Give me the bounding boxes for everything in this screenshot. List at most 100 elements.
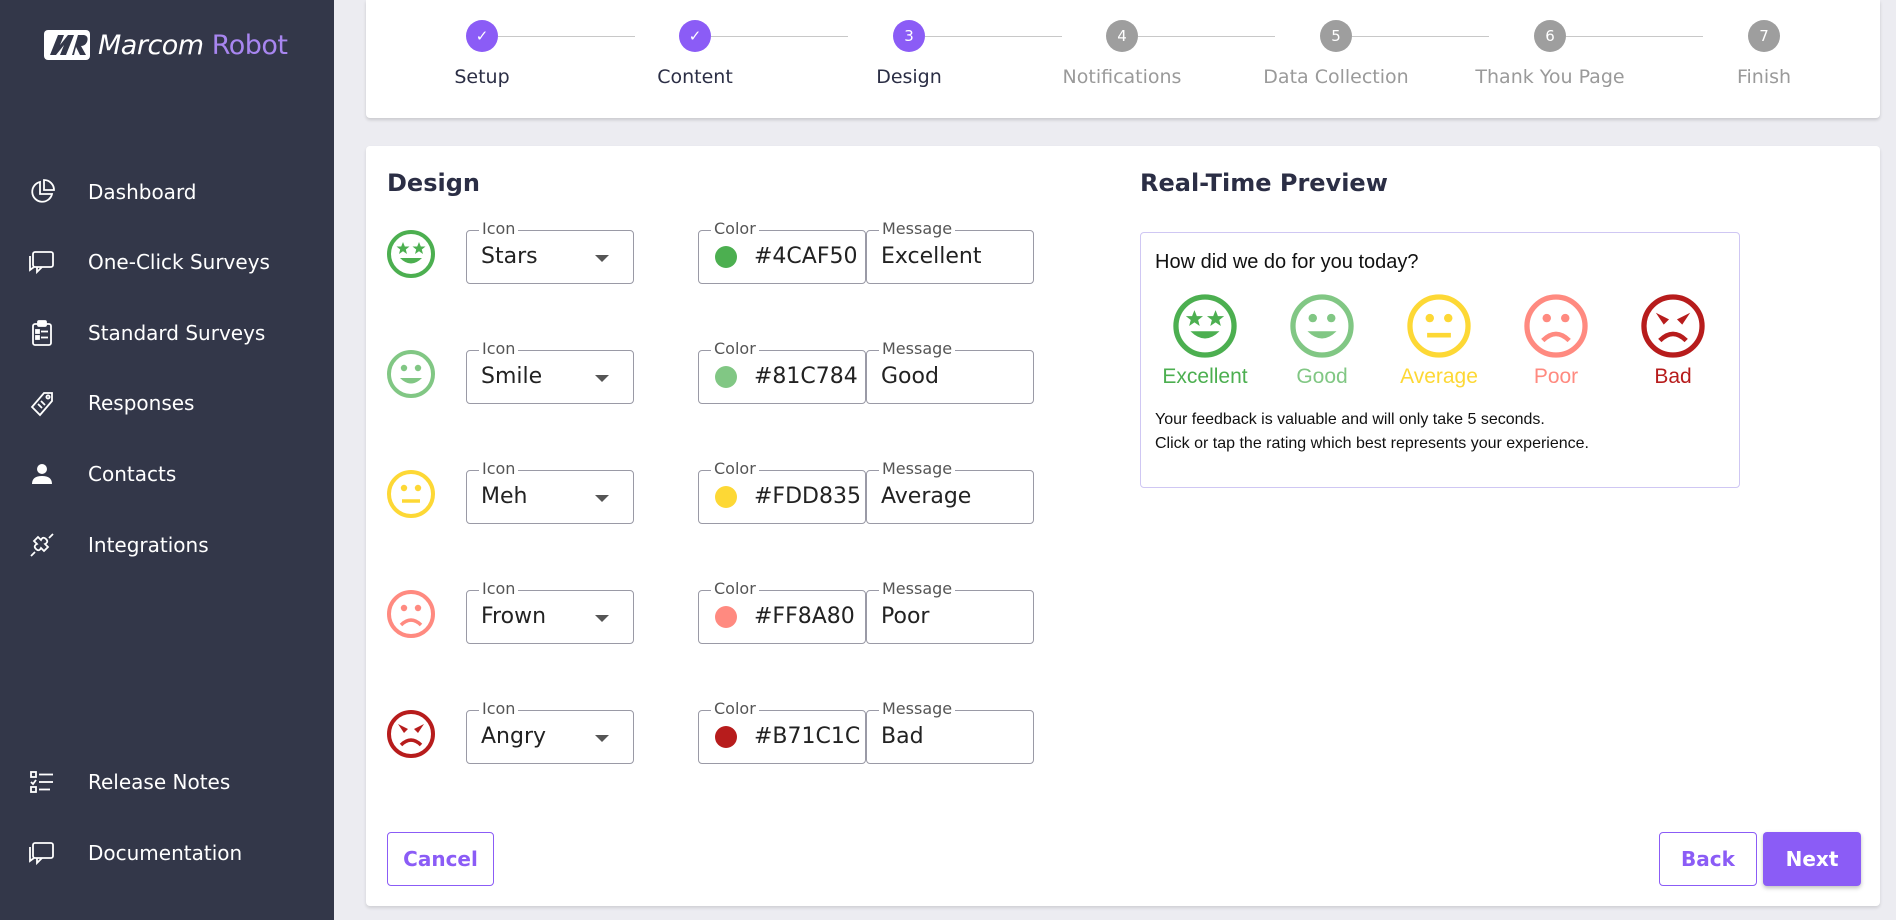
icon-select[interactable]: Icon Meh	[466, 460, 634, 524]
icon-select-value: Stars	[481, 244, 538, 269]
preview-rating-label: Average	[1400, 365, 1478, 388]
step-content[interactable]: ✓ Content	[615, 20, 775, 88]
color-swatch[interactable]	[715, 726, 737, 748]
rating-row: Icon Angry Color #B71C1C Message Bad	[386, 700, 1046, 764]
sidebar-item-label: One-Click Surveys	[88, 250, 270, 274]
smile-face-icon	[1290, 294, 1354, 358]
angry-face-icon	[1641, 294, 1705, 358]
message-field-label: Message	[879, 220, 956, 238]
color-value: #B71C1C	[754, 724, 861, 749]
logo-mark-icon	[44, 30, 90, 60]
sidebar-item-standard-surveys[interactable]: Standard Surveys	[0, 305, 334, 361]
message-field[interactable]: Message Bad	[866, 700, 1034, 764]
color-field[interactable]: Color #B71C1C	[698, 700, 866, 764]
design-card: Design Icon Stars Color #4CAF50 Message …	[366, 146, 1880, 906]
sidebar-item-one-click-surveys[interactable]: One-Click Surveys	[0, 234, 334, 290]
step-label: Thank You Page	[1475, 66, 1625, 88]
step-label: Setup	[454, 66, 510, 88]
color-field[interactable]: Color #81C784	[698, 340, 866, 404]
cancel-button[interactable]: Cancel	[387, 832, 494, 886]
icon-select[interactable]: Icon Angry	[466, 700, 634, 764]
icon-select[interactable]: Icon Smile	[466, 340, 634, 404]
step-label: Design	[876, 66, 942, 88]
color-field-label: Color	[711, 580, 759, 598]
preview-rating-label: Poor	[1533, 365, 1579, 388]
icon-select-value: Frown	[481, 604, 547, 629]
step-notifications[interactable]: 4 Notifications	[1042, 20, 1202, 88]
step-label: Finish	[1736, 66, 1792, 88]
step-finish[interactable]: 7 Finish	[1684, 20, 1844, 88]
smile-face-icon	[387, 350, 435, 398]
step-connector	[1138, 36, 1275, 37]
icon-select[interactable]: Icon Frown	[466, 580, 634, 644]
caret-down-icon	[595, 375, 609, 382]
chat-bubble-icon	[27, 838, 57, 868]
color-field[interactable]: Color #4CAF50	[698, 220, 866, 284]
message-value: Poor	[881, 604, 930, 629]
preview-rating-excellent[interactable]: Excellent	[1150, 293, 1260, 389]
color-field-label: Color	[711, 460, 759, 478]
message-value: Good	[881, 364, 939, 389]
color-swatch[interactable]	[715, 606, 737, 628]
caret-down-icon	[595, 735, 609, 742]
color-swatch[interactable]	[715, 486, 737, 508]
step-connector	[925, 36, 1062, 37]
color-value: #81C784	[754, 364, 858, 389]
preview-instructions: Click or tap the rating which best repre…	[1155, 435, 1589, 452]
design-title: Design	[387, 169, 480, 197]
message-field-label: Message	[879, 700, 956, 718]
ticket-icon	[27, 388, 57, 418]
next-button[interactable]: Next	[1763, 832, 1861, 886]
icon-select-value: Meh	[481, 484, 528, 509]
color-value: #FF8A80	[754, 604, 855, 629]
color-value: #4CAF50	[754, 244, 858, 269]
star-eyes-face-icon	[1173, 294, 1237, 358]
preview-rating-label: Bad	[1654, 365, 1692, 388]
preview-rating-poor[interactable]: Poor	[1501, 293, 1611, 389]
color-swatch[interactable]	[715, 246, 737, 268]
sidebar-item-contacts[interactable]: Contacts	[0, 446, 334, 502]
preview-rating-bad[interactable]: Bad	[1618, 293, 1728, 389]
step-setup[interactable]: ✓ Setup	[402, 20, 562, 88]
stepper: ✓ Setup ✓ Content 3 Design 4 Notificatio…	[366, 0, 1880, 118]
check-icon: ✓	[466, 20, 498, 52]
preview-rating-average[interactable]: Average	[1384, 293, 1494, 389]
sidebar-item-dashboard[interactable]: Dashboard	[0, 164, 334, 220]
sidebar-item-documentation[interactable]: Documentation	[0, 825, 334, 881]
rating-row: Icon Meh Color #FDD835 Message Average	[386, 460, 1046, 524]
message-field[interactable]: Message Poor	[866, 580, 1034, 644]
meh-face-icon	[1407, 294, 1471, 358]
brand-name: Marcom Robot	[98, 29, 288, 61]
step-thank-you-page[interactable]: 6 Thank You Page	[1470, 20, 1630, 88]
checklist-icon	[27, 767, 57, 797]
message-value: Bad	[881, 724, 924, 749]
sidebar-item-integrations[interactable]: Integrations	[0, 517, 334, 573]
back-button[interactable]: Back	[1659, 832, 1757, 886]
star-eyes-face-icon	[387, 230, 435, 278]
step-label: Notifications	[1062, 66, 1182, 88]
color-field[interactable]: Color #FF8A80	[698, 580, 866, 644]
sidebar: Marcom Robot Dashboard One-Click Surveys…	[0, 0, 334, 920]
sidebar-item-release-notes[interactable]: Release Notes	[0, 754, 334, 810]
step-data-collection[interactable]: 5 Data Collection	[1256, 20, 1416, 88]
message-field[interactable]: Message Good	[866, 340, 1034, 404]
preview-rating-good[interactable]: Good	[1267, 293, 1377, 389]
brand-logo[interactable]: Marcom Robot	[44, 28, 288, 62]
sidebar-item-label: Documentation	[88, 841, 243, 865]
color-field[interactable]: Color #FDD835	[698, 460, 866, 524]
message-value: Average	[881, 484, 972, 509]
sidebar-item-label: Standard Surveys	[88, 321, 266, 345]
message-field-label: Message	[879, 460, 956, 478]
color-swatch[interactable]	[715, 366, 737, 388]
sidebar-item-responses[interactable]: Responses	[0, 375, 334, 431]
sidebar-item-label: Responses	[88, 391, 195, 415]
step-design[interactable]: 3 Design	[829, 20, 989, 88]
frown-face-icon	[1524, 294, 1588, 358]
preview-question: How did we do for you today?	[1155, 251, 1419, 273]
icon-select[interactable]: Icon Stars	[466, 220, 634, 284]
step-connector	[1352, 36, 1489, 37]
caret-down-icon	[595, 255, 609, 262]
rating-row: Icon Stars Color #4CAF50 Message Excelle…	[386, 220, 1046, 284]
message-field[interactable]: Message Average	[866, 460, 1034, 524]
message-field[interactable]: Message Excellent	[866, 220, 1034, 284]
